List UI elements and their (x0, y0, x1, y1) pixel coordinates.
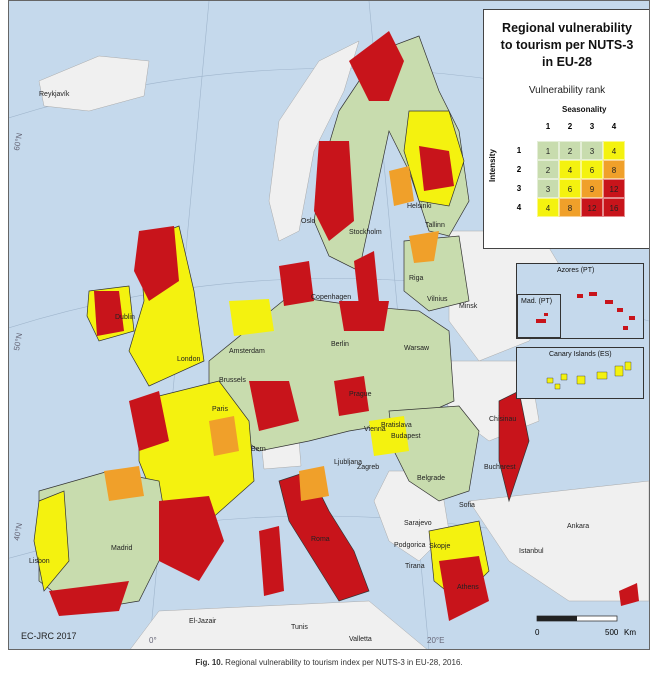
caption-text: Regional vulnerability to tourism index … (225, 658, 463, 667)
city-label: Oslo (301, 218, 316, 225)
city-label: Lisbon (29, 558, 50, 565)
legend-cell: 6 (559, 179, 581, 198)
europe-map: 60°N 50°N 40°N 0° 20°E Reykjavík Oslo Stoc… (9, 1, 649, 649)
seasonality-header: 3 (589, 122, 595, 131)
seasonality-header: 1 (545, 122, 551, 131)
city-label: Tunis (291, 624, 308, 631)
legend-title-line-3: in EU-28 (541, 55, 592, 69)
legend-cell: 6 (581, 160, 603, 179)
city-label: Bratislava (381, 422, 412, 429)
legend-cell: 2 (559, 141, 581, 160)
city-label: Skopje (429, 543, 451, 550)
caption-fig: Fig. 10. (195, 658, 223, 667)
inset-madeira: Mad. (PT) (517, 294, 561, 338)
legend-cell: 1 (537, 141, 559, 160)
inset-canary: Canary Islands (ES) (516, 347, 644, 399)
legend-cell: 12 (603, 179, 625, 198)
coord-60n: 60°N (12, 132, 24, 151)
coord-0: 0° (149, 636, 157, 645)
city-label: Athens (457, 584, 479, 591)
legend-cell: 2 (537, 160, 559, 179)
inset-azores: Azores (PT) Mad. (PT) (516, 263, 644, 339)
legend-cell: 4 (537, 198, 559, 217)
legend-cell: 3 (581, 141, 603, 160)
legend-cell: 3 (537, 179, 559, 198)
city-label: Sarajevo (404, 520, 432, 527)
azores-islands (577, 292, 635, 330)
figure-caption: Fig. 10. Regional vulnerability to touri… (0, 658, 658, 667)
inset-azores-label: Azores (PT) (557, 267, 595, 274)
city-label: Copenhagen (311, 294, 351, 301)
map-frame: 60°N 50°N 40°N 0° 20°E Reykjavík Oslo Stoc… (8, 0, 650, 650)
legend-subtitle: Vulnerability rank (528, 85, 606, 96)
canary-islands (546, 361, 632, 390)
city-label: Tallinn (425, 222, 445, 229)
legend-cell: 8 (603, 160, 625, 179)
city-label: Ankara (567, 523, 589, 530)
vulnerability-patches (49, 31, 639, 621)
city-label: Amsterdam (229, 348, 265, 355)
city-label: Warsaw (404, 345, 430, 352)
intensity-label: Intensity (488, 149, 497, 182)
legend-cell: 16 (603, 198, 625, 217)
city-label: Helsinki (407, 203, 432, 210)
coord-40n: 40°N (12, 522, 24, 541)
scale-bar: 0 500 Km (535, 615, 636, 637)
seasonality-header: 2 (567, 122, 573, 131)
legend-cell: 4 (603, 141, 625, 160)
city-label: Brussels (219, 377, 246, 384)
city-label: Madrid (111, 545, 133, 552)
legend-cell: 4 (559, 160, 581, 179)
intensity-header: 3 (516, 184, 522, 193)
city-label: Stockholm (349, 229, 382, 236)
legend-cell: 9 (581, 179, 603, 198)
city-label: London (177, 356, 200, 363)
scale-zero: 0 (535, 628, 540, 637)
city-label: Vilnius (427, 296, 448, 303)
legend-title: Regional vulnerability to tourism per NU… (484, 20, 649, 71)
city-label: Bucharest (484, 464, 516, 471)
legend-title-line-1: Regional vulnerability (502, 21, 632, 35)
inset-canary-label: Canary Islands (ES) (549, 351, 612, 358)
seasonality-label: Seasonality (562, 105, 607, 114)
city-label: Minsk (459, 303, 478, 310)
intensity-header: 2 (516, 165, 522, 174)
city-label: Sofia (459, 502, 475, 509)
city-label: Belgrade (417, 475, 445, 482)
city-label: Berlin (331, 341, 349, 348)
city-label: El-Jazair (189, 618, 217, 625)
inset-madeira-label: Mad. (PT) (521, 298, 553, 305)
seasonality-header: 4 (611, 122, 617, 131)
city-label: Ljubljana (334, 459, 362, 466)
city-label: Podgorica (394, 542, 426, 549)
city-label: Zagreb (357, 464, 379, 471)
credit: EC-JRC 2017 (21, 631, 77, 641)
legend-cell: 12 (581, 198, 603, 217)
coord-20e: 20°E (427, 636, 444, 645)
city-label: Budapest (391, 433, 421, 440)
legend-cell: 8 (559, 198, 581, 217)
city-label: Reykjavík (39, 91, 70, 98)
city-label: Vienna (364, 426, 386, 433)
city-label: Istanbul (519, 548, 544, 555)
intensity-header: 4 (516, 203, 522, 212)
scale-max: 500 (605, 628, 619, 637)
legend-title-line-2: to tourism per NUTS-3 (500, 38, 634, 52)
scale-unit: Km (624, 628, 636, 637)
intensity-header: 1 (516, 146, 522, 155)
city-label: Tirana (405, 563, 425, 570)
city-label: Dublin (115, 314, 135, 321)
city-label: Riga (409, 275, 424, 282)
city-label: Chisinau (489, 416, 516, 423)
city-label: Prague (349, 391, 372, 398)
city-label: Paris (212, 406, 228, 413)
city-label: Valletta (349, 636, 372, 643)
city-labels: Reykjavík Oslo Stockholm Helsinki Tallinn Rig… (29, 91, 589, 643)
coord-50n: 50°N (12, 332, 24, 351)
city-label: Bern (251, 446, 266, 453)
city-label: Roma (311, 536, 330, 543)
legend: Regional vulnerability to tourism per NU… (483, 9, 649, 249)
